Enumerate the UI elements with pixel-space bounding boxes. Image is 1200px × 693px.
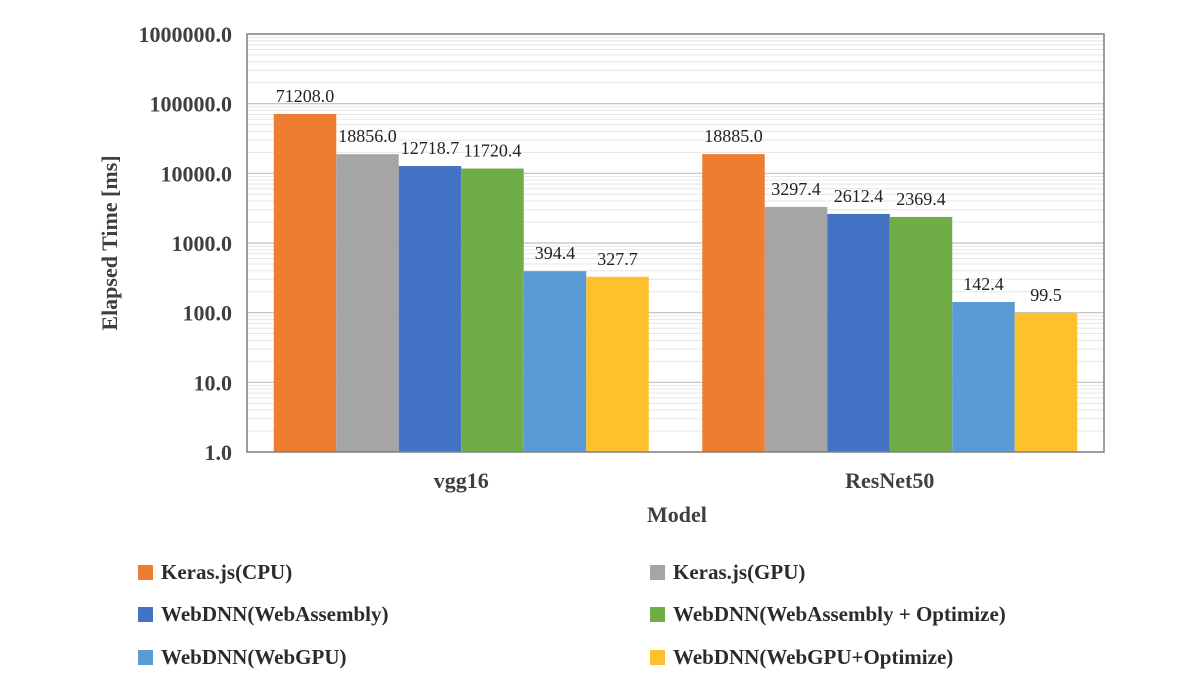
y-tick-label: 10000.0: [161, 161, 233, 186]
bar: [523, 271, 587, 452]
data-label: 71208.0: [276, 86, 335, 106]
bar: [398, 166, 462, 452]
y-tick-label: 1000000.0: [139, 22, 233, 47]
data-label: 12718.7: [401, 138, 460, 158]
data-label: 18856.0: [338, 126, 397, 146]
bars: [273, 113, 1078, 453]
data-label: 3297.4: [771, 179, 821, 199]
bar: [702, 154, 765, 453]
y-tick-label: 1000.0: [172, 231, 233, 256]
data-label: 2369.4: [896, 189, 946, 209]
data-label: 11720.4: [464, 141, 522, 161]
y-axis-title: Elapsed Time [ms]: [97, 155, 122, 330]
data-label: 394.4: [535, 243, 576, 263]
data-label: 99.5: [1030, 285, 1062, 305]
bar: [336, 154, 399, 452]
x-tick-label: vgg16: [434, 468, 489, 493]
y-tick-label: 100000.0: [150, 92, 233, 117]
x-axis-ticks: vgg16 ResNet50: [434, 468, 935, 493]
bar: [827, 213, 890, 452]
y-tick-label: 10.0: [194, 370, 233, 395]
bar: [586, 276, 649, 452]
data-label: 2612.4: [834, 186, 884, 206]
bar: [952, 301, 1015, 452]
bar: [889, 216, 953, 452]
y-axis-ticks: 1.0 10.0 100.0 1000.0 10000.0 100000.0 1000000…: [139, 22, 233, 465]
y-tick-label: 100.0: [183, 301, 233, 326]
y-tick-label: 1.0: [205, 440, 233, 465]
data-label: 142.4: [963, 274, 1004, 294]
bar: [764, 206, 828, 452]
bar: [1014, 312, 1078, 452]
x-tick-label: ResNet50: [845, 468, 934, 493]
bar: [273, 113, 337, 452]
plot-area-frame: [246, 33, 1105, 453]
data-label: 327.7: [597, 249, 638, 269]
x-axis-title: Model: [647, 502, 707, 527]
data-label: 18885.0: [704, 126, 763, 146]
bar: [461, 168, 524, 453]
